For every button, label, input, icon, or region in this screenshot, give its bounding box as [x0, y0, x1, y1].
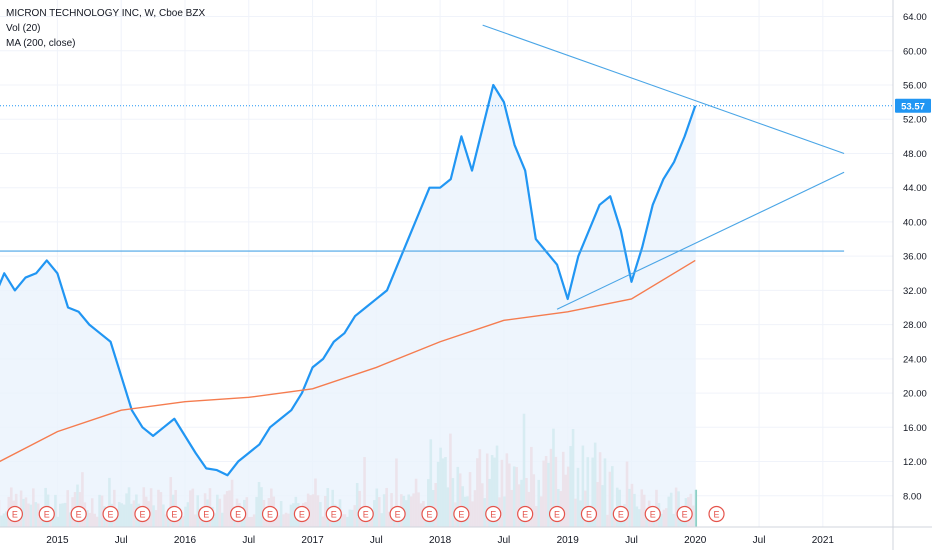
earnings-marker: E — [486, 507, 501, 522]
x-tick-label: 2015 — [46, 535, 69, 546]
earnings-marker-label: E — [139, 510, 145, 520]
y-tick-label: 60.00 — [903, 46, 927, 57]
earnings-marker: E — [518, 507, 533, 522]
y-tick-label: 48.00 — [903, 149, 927, 160]
x-tick-label: 2020 — [684, 535, 707, 546]
earnings-marker: E — [550, 507, 565, 522]
y-tick-label: 16.00 — [903, 423, 927, 434]
earnings-marker-label: E — [458, 510, 464, 520]
y-tick-label: 8.00 — [903, 491, 922, 502]
earnings-marker-label: E — [650, 510, 656, 520]
earnings-marker-label: E — [267, 510, 273, 520]
earnings-marker: E — [199, 507, 214, 522]
price-area — [0, 85, 695, 527]
earnings-marker-label: E — [108, 510, 114, 520]
earnings-marker-label: E — [554, 510, 560, 520]
volume-indicator-label: Vol (20) — [6, 21, 205, 36]
x-tick-label: Jul — [242, 535, 255, 546]
y-tick-label: 36.00 — [903, 252, 927, 263]
y-tick-label: 52.00 — [903, 115, 927, 126]
earnings-marker: E — [71, 507, 86, 522]
x-tick-label: 2021 — [812, 535, 835, 546]
x-tick-label: Jul — [370, 535, 383, 546]
earnings-marker-label: E — [682, 510, 688, 520]
earnings-marker-label: E — [586, 510, 592, 520]
y-tick-label: 20.00 — [903, 389, 927, 400]
y-tick-label: 56.00 — [903, 81, 927, 92]
x-tick-label: 2018 — [429, 535, 452, 546]
y-tick-label: 44.00 — [903, 183, 927, 194]
earnings-marker: E — [422, 507, 437, 522]
earnings-marker-label: E — [426, 510, 432, 520]
earnings-marker: E — [326, 507, 341, 522]
x-tick-label: 2017 — [301, 535, 324, 546]
trend-line — [483, 25, 844, 153]
x-tick-label: Jul — [498, 535, 511, 546]
earnings-marker: E — [294, 507, 309, 522]
chart-title: MICRON TECHNOLOGY INC, W, Cboe BZX — [6, 6, 205, 21]
y-tick-label: 28.00 — [903, 320, 927, 331]
earnings-marker-label: E — [203, 510, 209, 520]
x-tick-label: 2016 — [174, 535, 197, 546]
x-tick-label: Jul — [115, 535, 128, 546]
earnings-marker: E — [677, 507, 692, 522]
y-tick-label: 64.00 — [903, 12, 927, 23]
earnings-marker: E — [103, 507, 118, 522]
legend: MICRON TECHNOLOGY INC, W, Cboe BZX Vol (… — [6, 6, 205, 51]
earnings-marker: E — [358, 507, 373, 522]
x-tick-label: Jul — [753, 535, 766, 546]
earnings-marker-label: E — [235, 510, 241, 520]
earnings-marker: E — [390, 507, 405, 522]
moving-average-label: MA (200, close) — [6, 36, 205, 51]
earnings-marker: E — [135, 507, 150, 522]
earnings-marker-label: E — [714, 510, 720, 520]
earnings-marker-label: E — [618, 510, 624, 520]
y-tick-label: 32.00 — [903, 286, 927, 297]
earnings-marker: E — [167, 507, 182, 522]
earnings-marker: E — [454, 507, 469, 522]
earnings-marker-label: E — [395, 510, 401, 520]
last-price-label: 53.57 — [901, 101, 925, 112]
x-tick-label: Jul — [625, 535, 638, 546]
y-tick-label: 12.00 — [903, 457, 927, 468]
last-price-tag: 53.57 — [895, 99, 931, 113]
earnings-marker: E — [581, 507, 596, 522]
earnings-marker-label: E — [522, 510, 528, 520]
earnings-marker-label: E — [76, 510, 82, 520]
earnings-marker-label: E — [44, 510, 50, 520]
earnings-marker: E — [709, 507, 724, 522]
earnings-marker-label: E — [12, 510, 18, 520]
earnings-marker-label: E — [299, 510, 305, 520]
earnings-marker: E — [263, 507, 278, 522]
earnings-marker-label: E — [331, 510, 337, 520]
earnings-marker-label: E — [490, 510, 496, 520]
earnings-marker: E — [231, 507, 246, 522]
earnings-marker: E — [645, 507, 660, 522]
earnings-marker: E — [39, 507, 54, 522]
earnings-marker-label: E — [363, 510, 369, 520]
x-tick-label: 2019 — [557, 535, 580, 546]
earnings-marker-label: E — [171, 510, 177, 520]
earnings-marker: E — [7, 507, 22, 522]
earnings-marker: E — [613, 507, 628, 522]
y-tick-label: 40.00 — [903, 217, 927, 228]
y-tick-label: 24.00 — [903, 354, 927, 365]
